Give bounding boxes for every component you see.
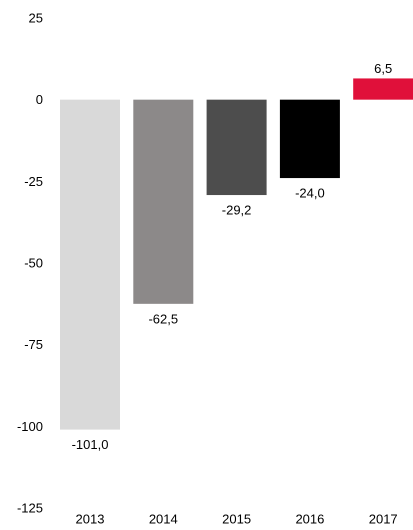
y-tick-label: -75 — [24, 337, 43, 352]
y-tick-label: 0 — [36, 92, 43, 107]
x-tick-label-2014: 2014 — [149, 512, 178, 527]
bar-2015 — [206, 99, 267, 196]
value-label-2013: -101,0 — [72, 437, 109, 452]
y-tick-label: 25 — [29, 11, 43, 26]
value-labels: -101,0 -62,5 -29,2 -24,0 6,5 — [72, 61, 393, 452]
value-label-2017: 6,5 — [374, 61, 392, 76]
bar-2013 — [60, 99, 120, 430]
bar-2016 — [279, 99, 340, 179]
y-axis: 25 0 -25 -50 -75 -100 -125 — [17, 11, 43, 516]
bars — [60, 78, 413, 430]
bar-2014 — [133, 99, 194, 304]
y-tick-label: -50 — [24, 256, 43, 271]
x-tick-label-2013: 2013 — [76, 512, 105, 527]
y-tick-label: -100 — [17, 419, 43, 434]
value-label-2016: -24,0 — [295, 186, 325, 201]
value-label-2015: -29,2 — [222, 203, 252, 218]
x-tick-label-2017: 2017 — [369, 512, 398, 527]
y-tick-label: -25 — [24, 174, 43, 189]
value-label-2014: -62,5 — [148, 311, 178, 326]
x-axis: 2013 2014 2015 2016 2017 — [76, 512, 398, 527]
bar-2017 — [353, 78, 413, 100]
y-tick-label: -125 — [17, 501, 43, 516]
x-tick-label-2016: 2016 — [295, 512, 324, 527]
x-tick-label-2015: 2015 — [222, 512, 251, 527]
